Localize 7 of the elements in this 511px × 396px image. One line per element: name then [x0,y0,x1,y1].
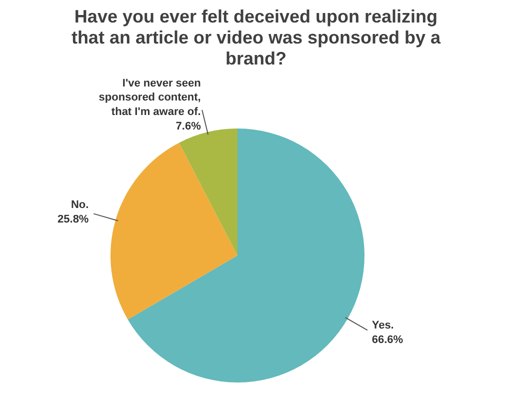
data-label: 66.6% [372,334,404,346]
data-label: 25.8% [58,213,89,226]
slice-label: I've never seen sponsored content, that I'm aware of. [98,77,202,118]
data-label: 7.6% [176,120,202,133]
slice-label: No. [70,199,89,212]
chart-title: Have you ever felt deceived upon realizing that an article or video was sponsored by a brand? [71,6,442,68]
slice-label: Yes. [372,319,394,332]
